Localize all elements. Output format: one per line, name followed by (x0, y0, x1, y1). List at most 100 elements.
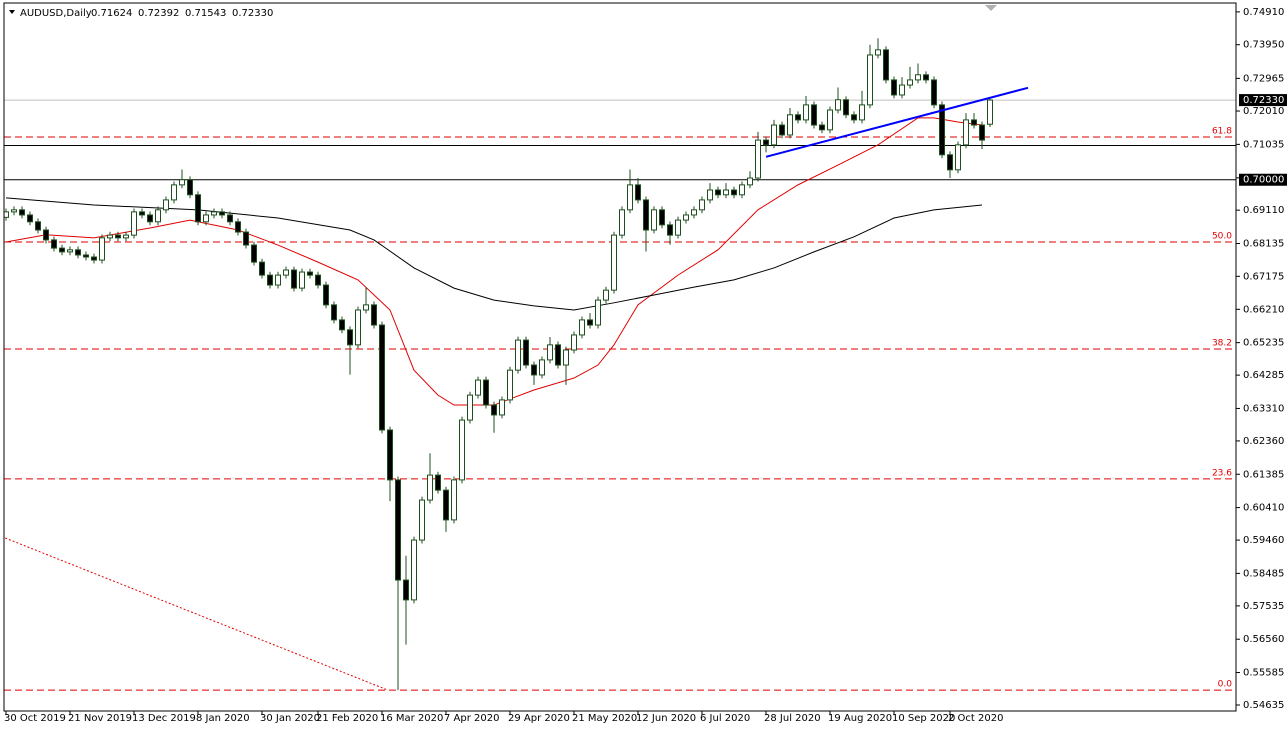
y-tick-label: 0.65235 (1243, 338, 1284, 349)
y-tick-label: 0.54635 (1243, 700, 1284, 711)
candle-body (771, 124, 777, 146)
candle-body (251, 244, 257, 263)
menu-arrow[interactable] (9, 10, 15, 14)
candle-body (131, 211, 137, 236)
candle-body (739, 184, 745, 196)
trendline (765, 86, 1029, 158)
x-tick-label: 21 Nov 2019 (68, 713, 132, 724)
plot-frame (3, 2, 1237, 712)
y-tick-label: 0.55585 (1243, 668, 1284, 679)
candle-body (891, 79, 897, 96)
candle-body (699, 199, 705, 211)
candle-body (139, 211, 145, 216)
y-tick-label: 0.59460 (1243, 535, 1284, 546)
candle-body (499, 399, 505, 416)
candle-body (475, 379, 481, 396)
candle-body (659, 209, 665, 226)
y-tick-label: 0.72965 (1243, 73, 1284, 84)
candle-body (315, 274, 321, 286)
y-tick-label: 0.64285 (1243, 370, 1284, 381)
candle-body (843, 99, 849, 116)
x-tick-label: 10 Sep 2020 (892, 713, 955, 724)
candle-body (203, 214, 209, 223)
candle-body (579, 319, 585, 336)
candle-body (19, 209, 25, 216)
candle-body (851, 114, 857, 121)
candle-body (195, 194, 201, 223)
x-tick-label: 28 Jul 2020 (764, 713, 821, 724)
candle-body (163, 199, 169, 211)
candle-body (971, 119, 977, 126)
x-tick-label: 16 Mar 2020 (380, 713, 443, 724)
fib-label: 0.0 (1218, 680, 1233, 690)
candle-body (515, 339, 521, 371)
candle-body (867, 54, 873, 106)
candle-body (723, 189, 729, 196)
candle-body (211, 211, 217, 216)
candle-body (571, 334, 577, 351)
fib-label: 23.6 (1212, 468, 1232, 478)
candle-body (387, 429, 393, 481)
y-tick-label: 0.71035 (1243, 139, 1284, 150)
candle-body (35, 221, 41, 231)
y-tick-label: 0.56560 (1243, 634, 1284, 645)
candle-body (459, 419, 465, 481)
chart-title: AUDUSD,Daily (20, 8, 92, 19)
y-tick-label: 0.66210 (1243, 304, 1284, 315)
candle-body (115, 234, 121, 239)
candle-body (27, 214, 33, 223)
moving-average (5, 197, 983, 311)
candle-body (523, 339, 529, 366)
candle-body (859, 104, 865, 121)
candle-body (91, 256, 97, 261)
candle-body (731, 189, 737, 196)
candle-body (683, 214, 689, 221)
candle-body (947, 154, 953, 171)
candle-body (747, 177, 753, 186)
candle-body (67, 249, 73, 253)
candle-body (339, 319, 345, 331)
candle-body (395, 479, 401, 581)
candle-body (931, 79, 937, 106)
candle-body (979, 124, 985, 141)
candle-body (411, 539, 417, 601)
candle-body (403, 579, 409, 601)
candle-body (987, 99, 993, 125)
candle-body (323, 284, 329, 306)
candle-body (763, 139, 769, 146)
candle-body (83, 254, 89, 258)
candle-body (275, 274, 281, 286)
candle-body (187, 179, 193, 196)
candle-body (363, 304, 369, 311)
candle-body (531, 364, 537, 376)
candle-body (283, 269, 289, 276)
y-tick-label: 0.62360 (1243, 436, 1284, 447)
candle-body (707, 189, 713, 201)
fib-base-line (5, 537, 389, 691)
x-tick-label: 8 Jan 2020 (196, 713, 250, 724)
candle-body (51, 239, 57, 249)
candle-body (347, 329, 353, 346)
candle-body (99, 237, 105, 261)
candle-body (667, 224, 673, 236)
x-tick-label: 6 Jul 2020 (700, 713, 750, 724)
x-tick-label: 7 Apr 2020 (444, 713, 499, 724)
ohlc-high: 0.72392 (138, 8, 179, 19)
candle-body (491, 404, 497, 416)
candle-body (779, 124, 785, 136)
candle-body (299, 271, 305, 289)
candle-body (483, 379, 489, 406)
candle-body (643, 199, 649, 231)
candle-body (587, 319, 593, 326)
candle-body (75, 249, 81, 256)
candle-body (43, 229, 49, 241)
y-tick-label: 0.60410 (1243, 503, 1284, 514)
candle-body (715, 189, 721, 196)
candle-body (963, 119, 969, 146)
plot-area: 61.8 50.0 38.2 23.6 0.0 (4, 38, 1236, 691)
x-tick-label: 19 Aug 2020 (828, 713, 892, 724)
x-tick-label: 29 Apr 2020 (508, 713, 570, 724)
x-tick-label: 30 Oct 2019 (4, 713, 66, 724)
candle-body (803, 104, 809, 121)
